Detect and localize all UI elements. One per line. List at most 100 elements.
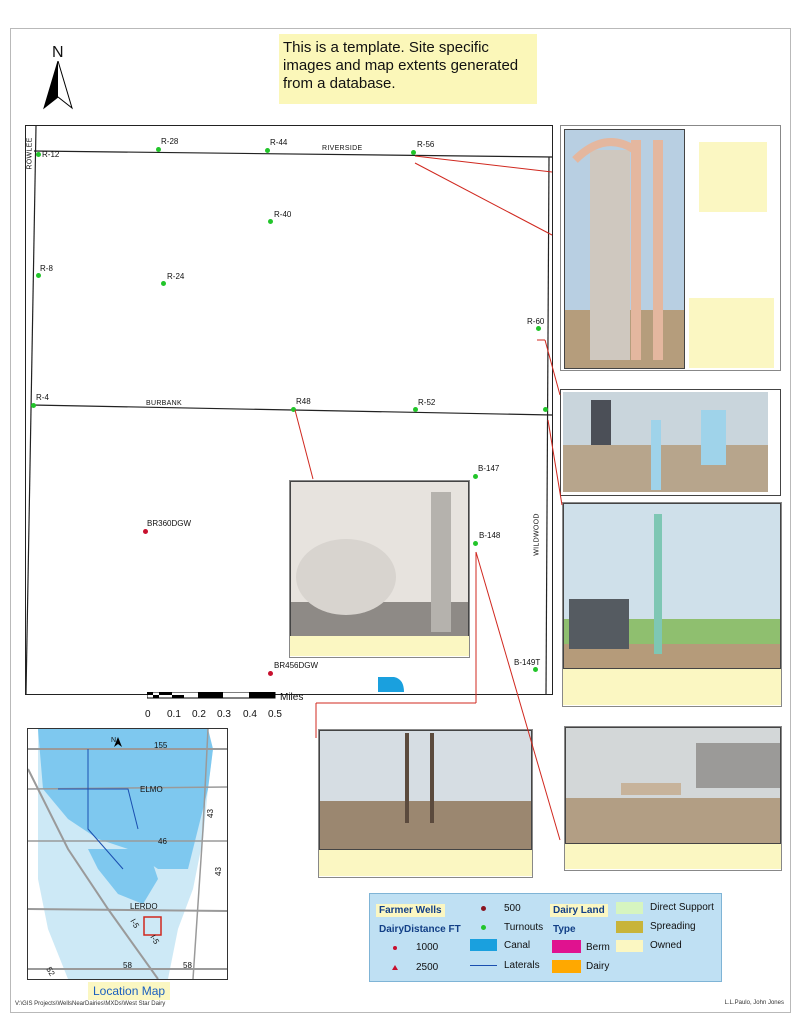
well-label: R-4 (36, 393, 49, 402)
photo-panel-field (318, 729, 533, 878)
road-label-riverside: RIVERSIDE (322, 145, 363, 152)
photo-caption-placeholder (319, 850, 532, 876)
well-marker[interactable] (411, 150, 416, 155)
well-marker[interactable] (156, 147, 161, 152)
location-map[interactable]: N 155 ELMO 43 46 43 LERDO I-5 I-5 58 58 … (27, 728, 228, 980)
legend-canal: Canal (504, 940, 531, 951)
north-arrow-icon (43, 61, 73, 110)
well-label: BR360DGW (147, 519, 192, 528)
photo-panel-standpipe (560, 125, 781, 371)
legend-canal-swatch (470, 939, 497, 951)
well-marker[interactable] (473, 474, 478, 479)
north-letter: N (52, 44, 64, 61)
road-label: 43 (205, 809, 215, 818)
photo-caption-placeholder (565, 844, 781, 869)
tank-truck-photo[interactable] (290, 481, 469, 637)
legend-berm: Berm (586, 942, 610, 953)
legend-dairy-distance: DairyDistance FT (379, 924, 461, 935)
scale-tick: 0.2 (192, 709, 206, 720)
road-label: 58 (183, 961, 192, 970)
photo-caption-placeholder (290, 636, 469, 656)
well-marker[interactable] (536, 326, 541, 331)
road-label-wildwood: WILDWOOD (533, 513, 541, 556)
standpipe-image-icon (565, 130, 684, 368)
field-riser-photo[interactable] (319, 730, 532, 850)
legend-turnout-dot-icon (481, 925, 486, 930)
photo-panel-yard (564, 726, 782, 871)
well-label: R-8 (40, 264, 53, 273)
legend-500: 500 (504, 903, 521, 914)
footer-credit: L.L.Paulo, John Jones (724, 1000, 784, 1006)
legend-dairy-swatch (552, 960, 581, 973)
scale-tick: 0.1 (167, 709, 181, 720)
legend-2500: 2500 (416, 962, 439, 973)
legend-berm-swatch (552, 940, 581, 953)
well-marker-dairy[interactable] (268, 671, 273, 676)
well-label: BR456DGW (274, 661, 319, 670)
legend-500-dot-icon (481, 906, 486, 911)
pipes-image-icon (564, 504, 780, 668)
truck-image-icon (291, 482, 468, 636)
legend-spreading-swatch (616, 921, 643, 933)
scale-tick: 0.3 (217, 709, 231, 720)
well-label: R-24 (167, 272, 185, 281)
turnout-image-icon (563, 392, 768, 492)
well-marker[interactable] (268, 219, 273, 224)
legend-direct-support: Direct Support (650, 902, 714, 913)
pipes-field-photo[interactable] (563, 503, 781, 669)
location-map-north: N (111, 737, 117, 744)
well-label: R-52 (418, 398, 436, 407)
legend-red-dot-icon (393, 946, 397, 950)
well-label: R48 (296, 397, 311, 406)
road-label-rowlee: ROWLEE (26, 137, 34, 170)
legend-owned-swatch (616, 940, 643, 952)
photo-caption-placeholder (689, 298, 774, 368)
scale-tick: 0.5 (268, 709, 282, 720)
well-label: B-148 (479, 531, 501, 540)
well-marker-dairy[interactable] (143, 529, 148, 534)
scale-bar: Miles 0 0.1 0.2 0.3 0.4 0.5 (140, 692, 320, 722)
road-label: 58 (123, 961, 132, 970)
legend-laterals: Laterals (504, 960, 540, 971)
well-marker[interactable] (36, 152, 41, 157)
well-marker[interactable] (31, 403, 36, 408)
well-marker[interactable] (291, 407, 296, 412)
town-label: LERDO (130, 902, 158, 911)
legend-red-triangle-icon (392, 965, 398, 970)
well-label: R-40 (274, 210, 292, 219)
well-marker[interactable] (265, 148, 270, 153)
road-label: 43 (213, 867, 223, 876)
town-label: ELMO (140, 785, 163, 794)
road-label: 46 (158, 837, 167, 846)
pipe-yard-photo[interactable] (565, 727, 781, 844)
location-map-title: Location Map (88, 982, 171, 1000)
well-label: B-147 (478, 464, 500, 473)
legend-spreading: Spreading (650, 921, 696, 932)
well-marker[interactable] (413, 407, 418, 412)
scale-tick: 0 (145, 709, 151, 720)
turnout-valve-photo[interactable] (560, 389, 781, 496)
footer-path: V:\GIS Projects\WellsNearDairies\MXDs\We… (15, 1001, 166, 1007)
north-arrow: N (42, 44, 74, 110)
well-marker[interactable] (161, 281, 166, 286)
legend-direct-support-swatch (616, 902, 643, 914)
location-map-svg (28, 729, 227, 979)
scale-unit: Miles (280, 692, 304, 703)
legend-owned: Owned (650, 940, 682, 951)
scale-tick: 0.4 (243, 709, 257, 720)
legend: Farmer Wells DairyDistance FT 1000 2500 … (369, 893, 722, 982)
well-label: R-28 (161, 137, 179, 146)
well-marker[interactable] (473, 541, 478, 546)
legend-dairy: Dairy (586, 961, 610, 972)
standpipe-photo[interactable] (564, 129, 685, 369)
yard-image-icon (566, 728, 780, 843)
photo-caption-placeholder (563, 669, 781, 705)
well-marker[interactable] (533, 667, 538, 672)
road-label-burbank: BURBANK (146, 400, 182, 407)
photo-panel-truck (289, 480, 470, 658)
well-label: R-60 (527, 317, 545, 326)
legend-1000: 1000 (416, 942, 439, 953)
photo-panel-pipes (562, 502, 782, 707)
well-marker[interactable] (36, 273, 41, 278)
well-marker[interactable] (543, 407, 548, 412)
